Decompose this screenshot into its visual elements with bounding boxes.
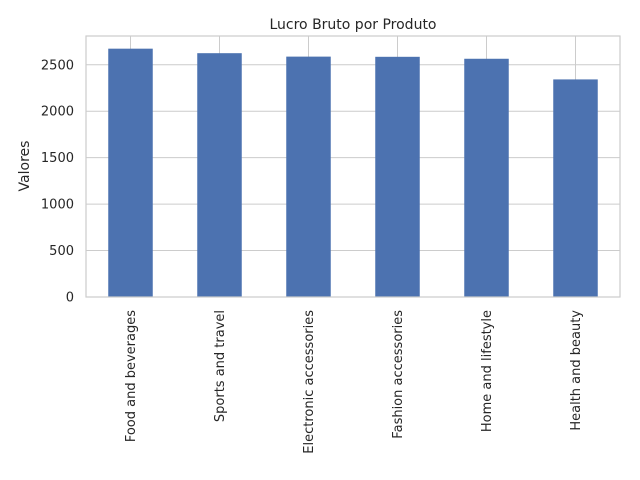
bar — [553, 79, 598, 298]
bar — [108, 48, 153, 297]
chart-title: Lucro Bruto por Produto — [269, 17, 436, 33]
axes-frame — [85, 35, 621, 298]
bar — [464, 58, 509, 297]
x-tick-label: Electronic accessories — [302, 310, 317, 454]
y-tick-label: 1000 — [41, 198, 74, 213]
x-tick-label: Fashion accessories — [391, 310, 406, 439]
x-tick-labels: Food and beverages Sports and travel Elect… — [124, 310, 584, 454]
x-tick-label: Home and lifestyle — [480, 310, 495, 432]
y-axis-label: Valores — [17, 141, 33, 192]
x-tick-label: Food and beverages — [124, 310, 139, 442]
y-tick-label: 2000 — [41, 105, 74, 120]
y-tick-label: 2500 — [41, 58, 74, 73]
x-tick-label: Health and beauty — [569, 310, 584, 431]
y-tick-labels: 0 500 1000 1500 2000 2500 — [41, 58, 74, 305]
grid-lines — [86, 36, 620, 298]
y-tick-label: 500 — [49, 244, 74, 259]
bar — [286, 56, 331, 297]
y-tick-label: 0 — [66, 291, 74, 306]
bar — [375, 56, 420, 297]
bars-group — [108, 48, 598, 298]
x-tick-label: Sports and travel — [213, 310, 228, 422]
bar — [197, 53, 242, 297]
y-tick-label: 1500 — [41, 151, 74, 166]
